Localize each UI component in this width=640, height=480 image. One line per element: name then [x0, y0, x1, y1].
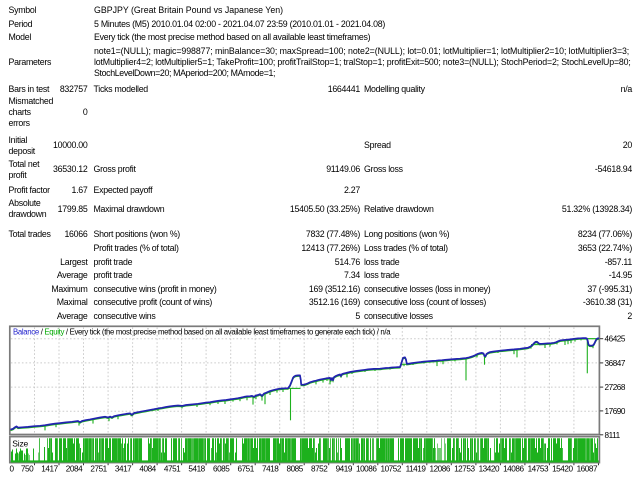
svg-text:16087: 16087 — [577, 464, 598, 473]
svg-text:14086: 14086 — [503, 464, 524, 473]
svg-text:46425: 46425 — [605, 335, 626, 344]
svg-text:Balance / Equity / Every tick: Balance / Equity / Every tick (the most … — [13, 327, 391, 336]
svg-text:13420: 13420 — [479, 464, 500, 473]
svg-text:2084: 2084 — [66, 464, 83, 473]
svg-text:27268: 27268 — [605, 383, 626, 392]
svg-text:3417: 3417 — [115, 464, 132, 473]
svg-text:8752: 8752 — [311, 464, 328, 473]
svg-text:0: 0 — [10, 464, 15, 473]
svg-text:11419: 11419 — [406, 464, 427, 473]
svg-text:10752: 10752 — [380, 464, 401, 473]
svg-text:5418: 5418 — [188, 464, 205, 473]
svg-text:9419: 9419 — [336, 464, 353, 473]
svg-text:Size: Size — [12, 438, 28, 448]
svg-text:7418: 7418 — [262, 464, 279, 473]
svg-text:14753: 14753 — [528, 464, 549, 473]
svg-text:10086: 10086 — [356, 464, 377, 473]
svg-text:6751: 6751 — [237, 464, 254, 473]
svg-text:8085: 8085 — [286, 464, 303, 473]
svg-text:12753: 12753 — [454, 464, 475, 473]
svg-text:17690: 17690 — [605, 407, 626, 416]
svg-text:8111: 8111 — [605, 431, 621, 440]
svg-text:1417: 1417 — [41, 464, 58, 473]
svg-text:6085: 6085 — [213, 464, 230, 473]
svg-text:36847: 36847 — [605, 359, 626, 368]
svg-text:4084: 4084 — [139, 464, 156, 473]
svg-text:4751: 4751 — [164, 464, 181, 473]
svg-text:12086: 12086 — [429, 464, 450, 473]
svg-text:2751: 2751 — [90, 464, 107, 473]
svg-text:15420: 15420 — [552, 464, 573, 473]
svg-text:750: 750 — [21, 464, 34, 473]
